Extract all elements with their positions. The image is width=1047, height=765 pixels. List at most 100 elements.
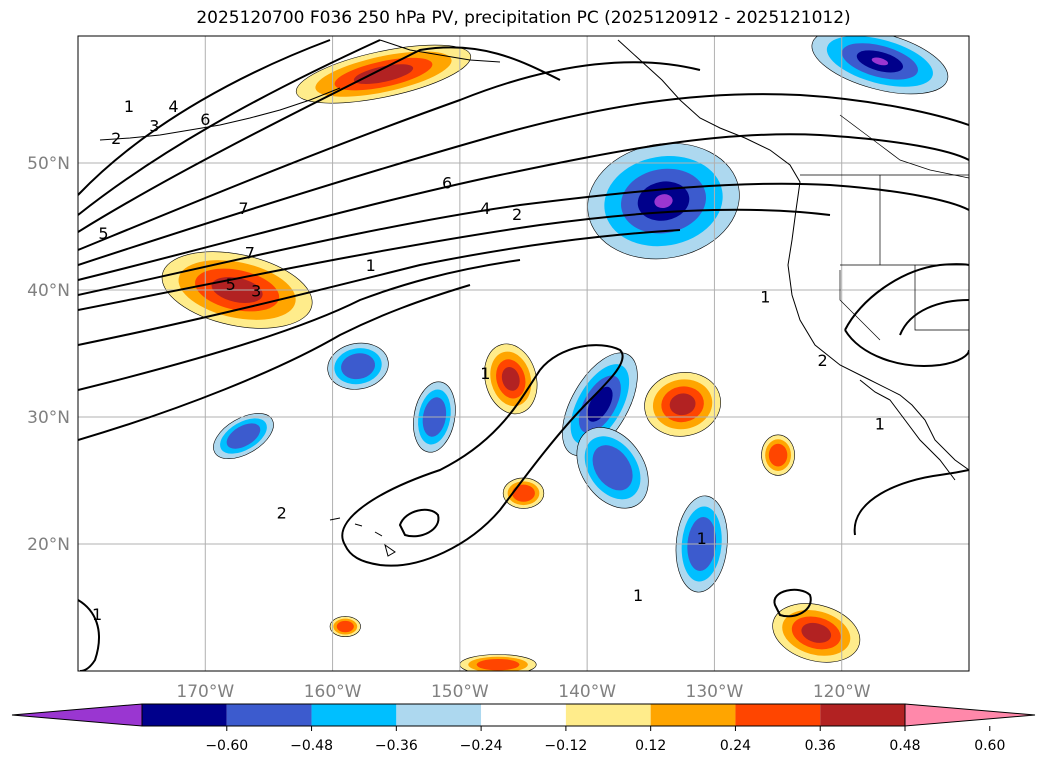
- pv-contour-label: 4: [480, 199, 490, 218]
- latitude-label: 20°N: [27, 535, 70, 555]
- map-frame: [77, 35, 970, 672]
- precipitation-pc-layer: [161, 36, 949, 671]
- precip-contour-fill: [801, 622, 832, 643]
- pv-contour-label: 6: [200, 110, 210, 129]
- colorbar-tick-label: −0.48: [290, 738, 333, 754]
- precip-positive-anomaly: [329, 616, 361, 638]
- precip-contour-fill: [654, 194, 673, 209]
- colorbar-extend-max: [904, 703, 1036, 727]
- colorbar-frame: [141, 703, 906, 727]
- longitude-label: 120°W: [813, 682, 871, 702]
- pv-contour-closed: [773, 588, 812, 618]
- canada-us-border: [839, 114, 969, 179]
- us-state-borders: [800, 174, 969, 341]
- pv-contour-label: 7: [245, 243, 255, 262]
- pv-contour-label: 1: [366, 256, 376, 275]
- pv-contour-label: 5: [226, 275, 236, 294]
- pv-contour: [78, 39, 381, 216]
- latitude-label: 40°N: [27, 281, 70, 301]
- colorbar-segment: [820, 704, 905, 726]
- colorbar-tick-label: −0.24: [460, 738, 503, 754]
- precip-contour-fill: [341, 353, 376, 380]
- colorbar-segment: [226, 704, 312, 726]
- colorbar-segment: [481, 704, 566, 726]
- colorbar-segment: [735, 704, 821, 726]
- colorbar-tick-label: −0.12: [544, 738, 587, 754]
- longitude-label: 170°W: [176, 682, 234, 702]
- pv-contour-label: 1: [875, 415, 885, 434]
- longitude-label: 160°W: [304, 682, 362, 702]
- precip-positive-anomaly: [761, 434, 795, 476]
- pv-contour: [78, 599, 100, 671]
- north-america-coastline: [617, 39, 969, 471]
- precip-contour-fill: [476, 658, 520, 671]
- pv-contour-label: 2: [818, 351, 828, 370]
- longitude-label: 130°W: [686, 682, 744, 702]
- gridlines: [78, 36, 969, 671]
- precip-contour-fill: [669, 393, 696, 416]
- precip-negative-anomaly: [587, 142, 740, 260]
- colorbar-segment: [311, 704, 397, 726]
- colorbar-tick-label: 0.24: [720, 738, 751, 754]
- precip-contour-fill: [226, 423, 261, 449]
- pv-contour-label: 1: [633, 586, 643, 605]
- pv-contour: [899, 299, 969, 336]
- latitude-labels: 50°N 40°N 30°N 20°N: [27, 154, 70, 555]
- pv-contour: [78, 259, 521, 391]
- precip-contour-fill: [501, 367, 520, 391]
- pv-contour: [853, 469, 969, 536]
- pv-contour-label: 3: [251, 281, 261, 300]
- pv-contour-closed: [341, 344, 624, 567]
- precip-negative-anomaly: [811, 36, 949, 95]
- precip-positive-anomaly: [484, 343, 538, 415]
- colorbar-tick-label: 0.36: [805, 738, 836, 754]
- precip-contour-fill: [587, 386, 613, 422]
- pv-contours: [78, 39, 969, 671]
- alaska-coastline: [379, 39, 501, 63]
- pv-contour-label: 1: [760, 288, 770, 307]
- pv-contour-label: 4: [168, 97, 178, 116]
- pv-contour: [78, 229, 681, 346]
- colorbar-tick-label: −0.36: [375, 738, 418, 754]
- colorbar: −0.60 −0.48 −0.36 −0.24 −0.12 0.12 0.24 0.36 0.4…: [11, 703, 1036, 754]
- precip-contour-fill: [592, 445, 633, 491]
- hawaii-islands: [329, 517, 396, 557]
- colorbar-segment: [142, 704, 227, 726]
- pv-contour: [78, 93, 969, 266]
- pv-contour-closed: [398, 508, 440, 538]
- colorbar-segment: [650, 704, 736, 726]
- pv-contour: [78, 284, 471, 441]
- coastlines: [99, 39, 969, 557]
- pv-contour-label: 3: [149, 116, 159, 135]
- colorbar-tick-label: 0.60: [974, 738, 1005, 754]
- pv-contour: [78, 61, 701, 251]
- precip-negative-anomaly: [213, 413, 274, 459]
- colorbar-tick-label: 0.12: [635, 738, 666, 754]
- latitude-label: 30°N: [27, 408, 70, 428]
- precip-contour-fill: [768, 443, 788, 467]
- precip-negative-anomaly: [327, 342, 389, 390]
- pv-contour-label: 7: [238, 199, 248, 218]
- precip-positive-anomaly: [459, 654, 537, 671]
- precip-contour-fill: [871, 57, 889, 66]
- pv-contour-label: 1: [92, 605, 102, 624]
- pv-contour: [78, 182, 969, 296]
- pv-contour: [78, 39, 331, 196]
- pv-contour-label: 6: [442, 173, 452, 192]
- pv-contour: [78, 133, 969, 281]
- precip-contour-fill: [353, 64, 414, 84]
- pv-contour-label: 1: [697, 529, 707, 548]
- precip-negative-anomaly: [562, 352, 638, 457]
- baja-california-coastline: [859, 379, 956, 481]
- pv-contour: [78, 46, 561, 233]
- aleutian-islands: [99, 87, 341, 141]
- map-title: 2025120700 F036 250 hPa PV, precipitatio…: [196, 8, 851, 28]
- precip-positive-anomaly: [772, 603, 861, 663]
- colorbar-segment: [396, 704, 482, 726]
- latitude-label: 50°N: [27, 154, 70, 174]
- pv-contour-label: 2: [512, 205, 522, 224]
- precip-positive-anomaly: [502, 477, 545, 509]
